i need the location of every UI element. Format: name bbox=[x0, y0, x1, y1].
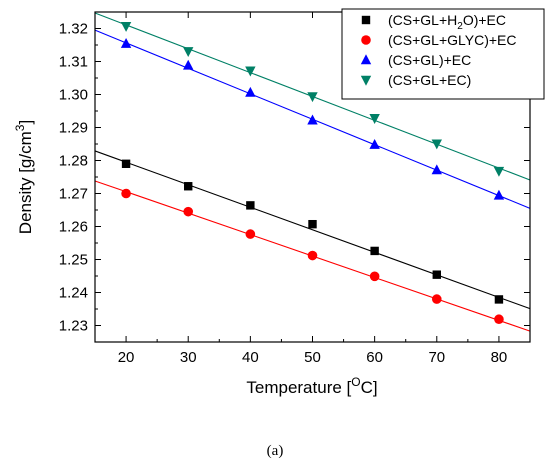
legend-label: (CS+GL+GLYC)+EC bbox=[388, 32, 517, 48]
data-point bbox=[493, 166, 505, 177]
x-tick-label: 50 bbox=[304, 349, 321, 366]
x-tick-label: 20 bbox=[118, 349, 135, 366]
y-axis-title-sup: 3 bbox=[13, 124, 27, 131]
y-tick-label: 1.31 bbox=[59, 54, 88, 71]
y-tick-label: 1.25 bbox=[59, 252, 88, 269]
data-point bbox=[120, 37, 132, 48]
data-point bbox=[121, 159, 131, 168]
data-markers bbox=[120, 21, 505, 325]
data-point bbox=[493, 189, 505, 200]
x-axis-title-main: Temperature [ bbox=[246, 378, 351, 397]
x-axis-title-tail: C] bbox=[361, 378, 378, 397]
legend-marker bbox=[360, 75, 372, 86]
data-point bbox=[120, 21, 132, 32]
y-axis-title-main: Density [g/cm bbox=[16, 131, 35, 234]
x-tick-label: 40 bbox=[242, 349, 259, 366]
data-point bbox=[245, 86, 256, 97]
legend-marker bbox=[360, 54, 372, 65]
y-tick-label: 1.30 bbox=[59, 87, 88, 104]
y-tick-labels: 1.23 1.24 1.25 1.26 1.27 1.28 1.29 1.30 1.31 1.32 bbox=[59, 21, 88, 335]
figure-caption: (a) bbox=[267, 443, 284, 459]
data-point bbox=[184, 182, 193, 191]
data-point bbox=[494, 295, 504, 304]
data-point bbox=[370, 246, 379, 256]
legend-label: (CS+GL+EC) bbox=[388, 72, 471, 88]
data-point bbox=[245, 229, 256, 239]
legend-label: (CS+GL+H2O)+EC bbox=[388, 12, 506, 32]
data-point bbox=[308, 219, 317, 229]
x-tick-label: 30 bbox=[180, 349, 197, 366]
x-tick-label: 60 bbox=[366, 349, 383, 366]
data-point bbox=[369, 138, 380, 149]
legend-marker bbox=[361, 15, 371, 25]
data-point bbox=[183, 206, 194, 217]
data-point bbox=[431, 139, 442, 150]
legend: (CS+GL+H2O)+EC(CS+GL+GLYC)+EC (CS+GL)+EC (… bbox=[341, 8, 545, 100]
data-point bbox=[307, 92, 318, 103]
data-point bbox=[307, 250, 318, 261]
x-tick-label: 80 bbox=[491, 349, 508, 366]
x-tick-label: 70 bbox=[428, 349, 445, 366]
y-axis-title-tail: ] bbox=[16, 120, 35, 125]
fit-line bbox=[94, 150, 531, 310]
legend-label: (CS+GL)+EC bbox=[388, 52, 471, 68]
x-axis-title: Temperature [OC] bbox=[246, 375, 377, 397]
y-axis-title: Density [g/cm3] bbox=[13, 120, 35, 234]
y-tick-label: 1.32 bbox=[59, 21, 88, 38]
legend-box bbox=[341, 8, 545, 100]
data-point bbox=[369, 271, 380, 282]
y-tick-label: 1.27 bbox=[59, 186, 88, 203]
data-point bbox=[369, 114, 380, 124]
data-point bbox=[245, 66, 256, 77]
y-tick-label: 1.29 bbox=[59, 120, 88, 137]
data-point bbox=[246, 201, 255, 210]
data-point bbox=[121, 188, 131, 199]
y-tick-label: 1.26 bbox=[59, 219, 88, 236]
y-tick-label: 1.23 bbox=[59, 318, 88, 335]
data-point bbox=[431, 164, 442, 175]
data-point bbox=[431, 294, 442, 304]
data-point bbox=[432, 270, 441, 279]
x-tick-labels: 20 30 40 50 60 70 80 bbox=[118, 349, 508, 366]
y-tick-label: 1.28 bbox=[59, 153, 88, 170]
x-axis-title-sup: O bbox=[351, 375, 360, 389]
data-point bbox=[494, 314, 504, 325]
legend-marker bbox=[361, 35, 371, 45]
data-point bbox=[307, 114, 318, 125]
data-point bbox=[183, 59, 194, 70]
y-tick-label: 1.24 bbox=[59, 285, 88, 302]
data-point bbox=[183, 47, 194, 57]
